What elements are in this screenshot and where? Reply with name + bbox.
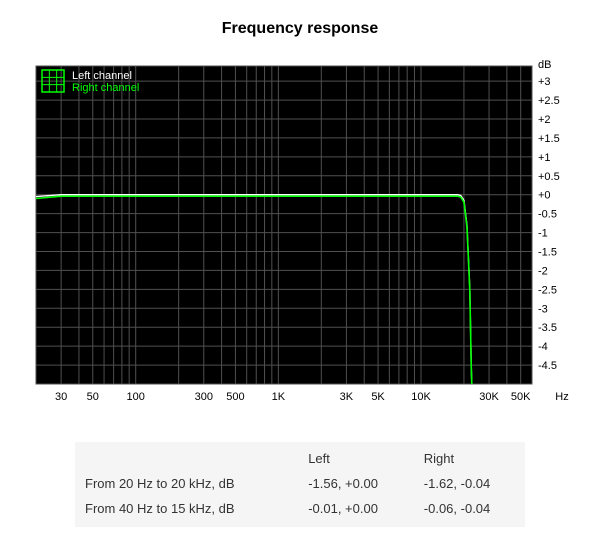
legend: Left channelRight channel — [42, 70, 139, 94]
legend-item-label: Left channel — [72, 70, 132, 82]
table-row: From 40 Hz to 15 kHz, dB -0.01, +0.00 -0… — [75, 496, 525, 521]
col-blank — [75, 446, 298, 471]
results-table: Left Right From 20 Hz to 20 kHz, dB -1.5… — [75, 442, 525, 527]
cell-left: -1.56, +0.00 — [298, 471, 414, 496]
y-tick-label: +3 — [538, 76, 551, 88]
y-axis-labels: +3 +2.5 +2 +1.5 +1 +0.5 +0 -0.5 -1 -1.5 -2 -2.5 -3 -3… — [538, 76, 560, 372]
y-tick-label: -2 — [538, 265, 548, 277]
frequency-response-chart: 30 50 100 300 500 1K 3K 5K 10K 30K 50K Hz +3 +2.5 +2 +1… — [20, 56, 580, 416]
x-tick-label: 10K — [411, 391, 431, 403]
x-unit-label: Hz — [555, 391, 568, 403]
y-tick-label: -1 — [538, 228, 548, 240]
table-header-row: Left Right — [75, 446, 525, 471]
y-tick-label: +2.5 — [538, 95, 560, 107]
row-label: From 40 Hz to 15 kHz, dB — [75, 496, 298, 521]
x-tick-label: 5K — [371, 391, 385, 403]
y-tick-label: -3.5 — [538, 322, 557, 334]
legend-item-label: Right channel — [72, 82, 139, 94]
x-tick-label: 3K — [340, 391, 354, 403]
x-axis-labels: 30 50 100 300 500 1K 3K 5K 10K 30K 50K — [55, 391, 531, 403]
x-tick-label: 50K — [511, 391, 531, 403]
cell-left: -0.01, +0.00 — [298, 496, 414, 521]
x-tick-label: 100 — [127, 391, 145, 403]
y-tick-label: +1 — [538, 152, 551, 164]
x-tick-label: 1K — [272, 391, 286, 403]
y-unit-label: dB — [538, 59, 551, 71]
cell-right: -1.62, -0.04 — [414, 471, 525, 496]
row-label: From 20 Hz to 20 kHz, dB — [75, 471, 298, 496]
y-tick-label: -3 — [538, 303, 548, 315]
y-tick-label: +0 — [538, 190, 551, 202]
y-tick-label: -4 — [538, 341, 548, 353]
x-tick-label: 300 — [195, 391, 213, 403]
y-tick-label: +2 — [538, 114, 551, 126]
y-tick-label: +0.5 — [538, 171, 560, 183]
cell-right: -0.06, -0.04 — [414, 496, 525, 521]
x-tick-label: 30 — [55, 391, 67, 403]
table-row: From 20 Hz to 20 kHz, dB -1.56, +0.00 -1… — [75, 471, 525, 496]
plot-background — [36, 66, 532, 384]
y-tick-label: -0.5 — [538, 209, 557, 221]
y-tick-label: -2.5 — [538, 284, 557, 296]
x-tick-label: 500 — [226, 391, 244, 403]
y-tick-label: -1.5 — [538, 247, 557, 259]
x-tick-label: 50 — [87, 391, 99, 403]
col-right-header: Right — [414, 446, 525, 471]
page-title: Frequency response — [0, 0, 600, 56]
col-left-header: Left — [298, 446, 414, 471]
y-tick-label: -4.5 — [538, 360, 557, 372]
x-tick-label: 30K — [479, 391, 499, 403]
y-tick-label: +1.5 — [538, 133, 560, 145]
